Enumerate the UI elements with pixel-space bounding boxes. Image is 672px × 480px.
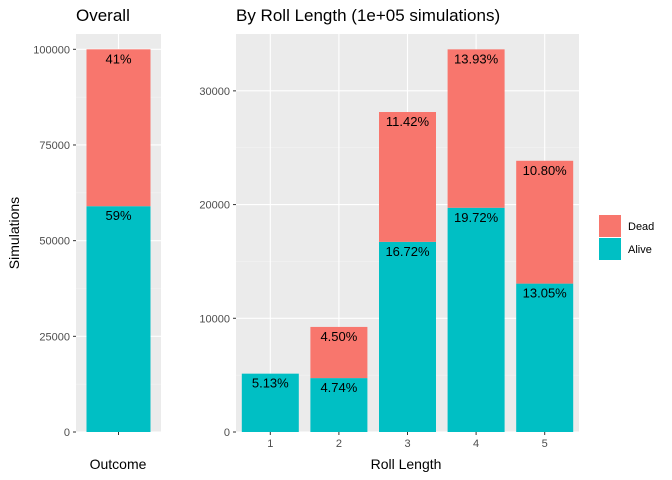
rolllength-data-label-alive: 5.13%	[252, 376, 289, 391]
rolllength-data-label-alive: 13.05%	[523, 286, 568, 301]
chart-panels: 0 25000 50000 75000 100000 59% 41% 0 10000 20000 3…	[33, 34, 579, 450]
rolllength-y-tick-label: 10000	[199, 313, 230, 325]
overall-y-tick-label: 25000	[39, 331, 70, 343]
rolllength-title: By Roll Length (1e+05 simulations)	[236, 6, 500, 25]
rolllength-panel: 0 10000 20000 30000 1 2 3 4 5 5.13% 4.74% 4.50% 16.7…	[199, 34, 579, 450]
legend-key-alive	[599, 238, 621, 260]
rolllength-bar-alive	[379, 241, 436, 432]
rolllength-x-tick-label: 1	[267, 438, 273, 450]
overall-data-label-dead: 41%	[105, 51, 131, 66]
legend-key-dead	[599, 215, 621, 237]
rolllength-x-tick-label: 3	[404, 438, 410, 450]
overall-panel: 0 25000 50000 75000 100000 59% 41%	[33, 34, 161, 439]
rolllength-data-label-dead: 4.50%	[320, 329, 357, 344]
rolllength-bar-alive	[310, 378, 368, 432]
rolllength-bar-dead	[447, 49, 505, 208]
rolllength-x-tick-label: 2	[336, 438, 342, 450]
rolllength-data-label-dead: 10.80%	[523, 163, 568, 178]
overall-bar-alive	[86, 206, 151, 432]
rolllength-x-tick-label: 4	[473, 438, 479, 450]
rolllength-bar-dead	[379, 112, 436, 242]
chart-legend: Dead Alive	[599, 215, 654, 260]
rolllength-x-tick-label: 5	[542, 438, 548, 450]
rolllength-data-label-alive: 19.72%	[454, 210, 499, 225]
overall-y-tick-label: 75000	[39, 140, 70, 152]
rolllength-data-label-dead: 13.93%	[454, 51, 499, 66]
legend-label-alive: Alive	[628, 244, 652, 256]
rolllength-y-tick-label: 0	[224, 427, 230, 439]
rolllength-bar-alive	[241, 373, 299, 432]
overall-data-label-alive: 59%	[105, 208, 131, 223]
overall-x-axis-title: Outcome	[90, 456, 147, 472]
rolllength-x-axis-title: Roll Length	[371, 456, 442, 472]
rolllength-bar-alive	[447, 207, 505, 432]
rolllength-y-tick-label: 20000	[199, 200, 230, 212]
y-axis-title: Simulations	[6, 197, 22, 269]
overall-y-tick-label: 100000	[33, 44, 70, 56]
legend-label-dead: Dead	[628, 221, 654, 233]
overall-y-tick-label: 50000	[39, 236, 70, 248]
overall-title: Overall	[76, 6, 130, 25]
rolllength-bar-dead	[516, 160, 574, 284]
rolllength-data-label-alive: 4.74%	[320, 380, 357, 395]
rolllength-bar-dead	[310, 326, 368, 379]
rolllength-y-tick-label: 30000	[199, 86, 230, 98]
overall-y-tick-label: 0	[64, 427, 70, 439]
rolllength-data-label-alive: 16.72%	[385, 244, 430, 259]
overall-bar-dead	[86, 49, 151, 207]
rolllength-data-label-dead: 11.42%	[386, 114, 430, 129]
rolllength-bar-alive	[516, 283, 574, 432]
